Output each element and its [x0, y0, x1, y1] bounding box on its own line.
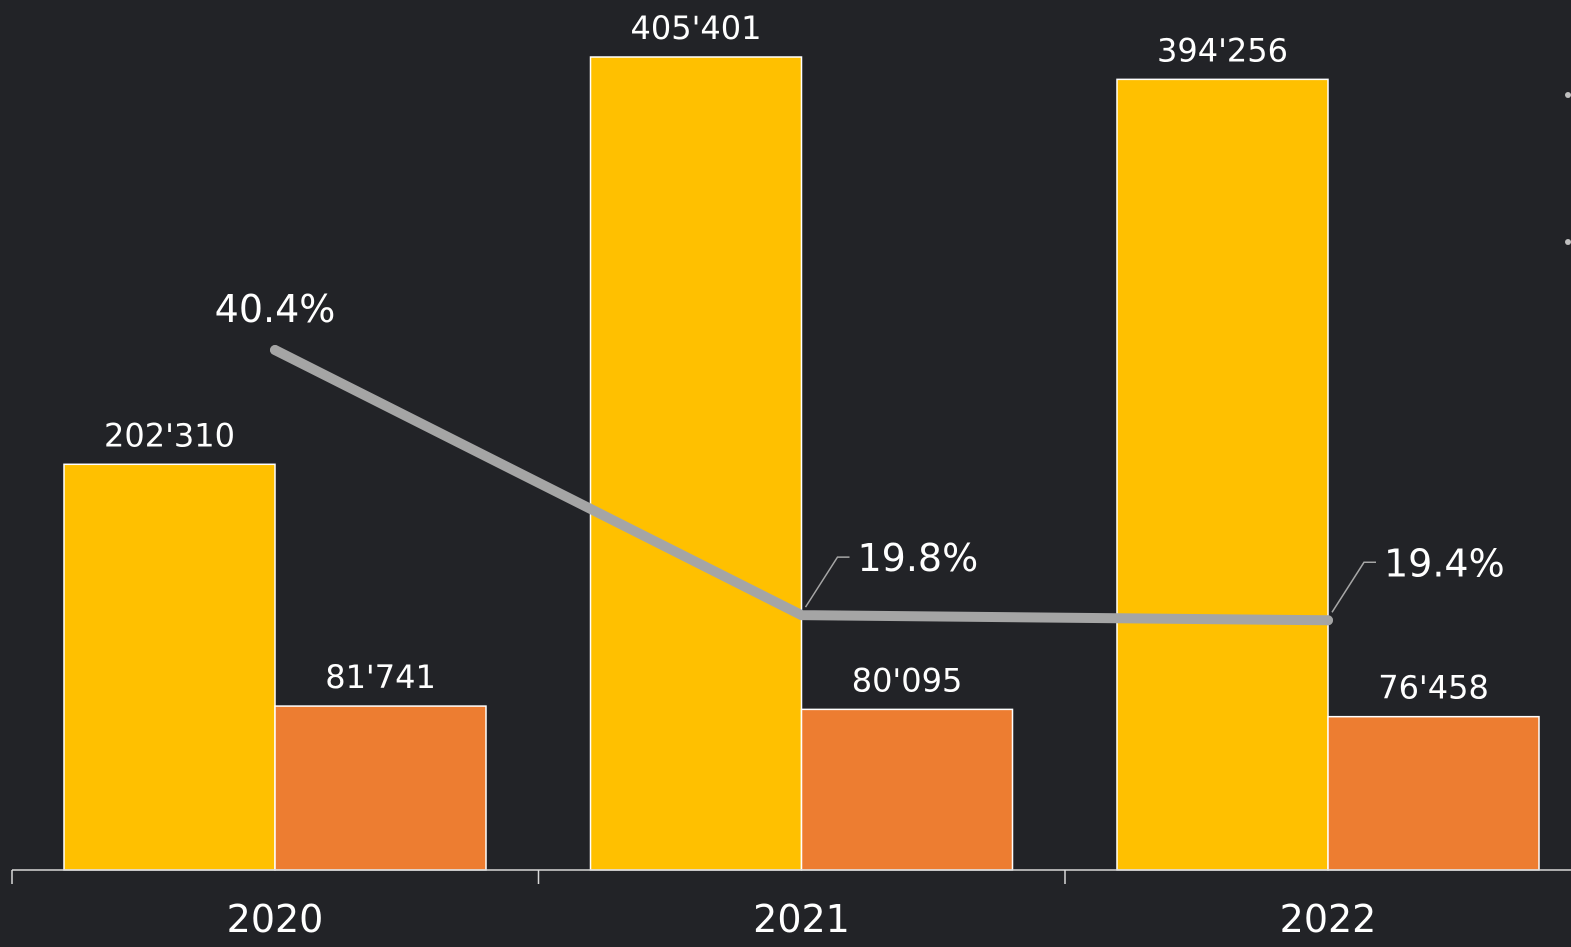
bar-2022-series-1: [1116, 78, 1329, 871]
leader-line: [804, 556, 850, 608]
legend-fragment: [1565, 92, 1571, 245]
bar-value-label: 80'095: [852, 661, 963, 699]
bar-value-label: 76'458: [1378, 669, 1489, 707]
bar-value-label: 394'256: [1157, 31, 1288, 69]
x-axis: [11, 869, 1571, 884]
bar-2022-series-2: [1327, 715, 1540, 871]
bar-2021-series-1: [589, 56, 803, 871]
bar-2021-series-2: [800, 708, 1014, 871]
x-tick-label: 2020: [227, 897, 324, 941]
x-tick-label: 2022: [1280, 897, 1377, 941]
bar-2020-series-1: [63, 463, 276, 871]
bar-value-label: 405'401: [631, 9, 762, 47]
bar-value-label: 202'310: [104, 416, 235, 454]
line-value-label: 40.4%: [215, 287, 336, 331]
legend-marker: [1565, 92, 1571, 98]
line-point: [270, 345, 280, 355]
line-point: [796, 610, 807, 621]
leader-line: [1331, 561, 1376, 613]
labels-layer: 202'310 81'741 405'401 80'095 394'256 76'458 2…: [104, 9, 1505, 941]
line-value-label: 19.4%: [1384, 541, 1505, 585]
legend-marker: [1565, 239, 1571, 245]
bars-layer: [63, 56, 1540, 871]
line-layer: [270, 345, 1376, 626]
bar-2020-series-2: [274, 705, 487, 871]
line-value-label: 19.8%: [858, 536, 979, 580]
line-point: [1323, 615, 1333, 626]
x-tick-label: 2021: [753, 897, 850, 941]
bar-value-label: 81'741: [325, 658, 436, 696]
